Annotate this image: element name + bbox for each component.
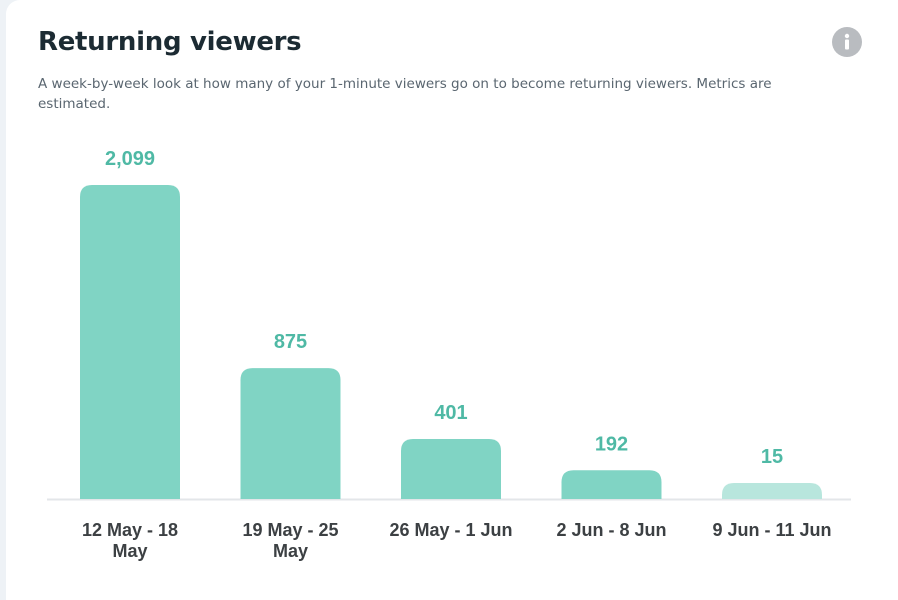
bar-2[interactable] <box>240 368 341 499</box>
category-label-3: 26 May - 1 Jun <box>389 520 512 540</box>
value-label-3: 401 <box>434 402 467 424</box>
category-label-5: 9 Jun - 11 Jun <box>712 520 831 540</box>
category-label-2: 19 May - 25 May <box>242 520 338 561</box>
card-subtitle: A week-by-week look at how many of your … <box>38 76 772 112</box>
value-label-5: 15 <box>761 446 783 468</box>
info-icon[interactable] <box>832 27 862 57</box>
bar-4[interactable] <box>561 470 662 499</box>
returning-viewers-bar-chart: 2,099 12 May - 18 May 875 19 May - 25 May 401 2… <box>47 148 851 561</box>
value-label-4: 192 <box>595 433 628 455</box>
value-label-1: 2,099 <box>105 148 155 170</box>
bar-5[interactable] <box>722 483 822 499</box>
value-label-2: 875 <box>274 331 307 353</box>
category-label-4: 2 Jun - 8 Jun <box>556 520 666 540</box>
category-label-1: 12 May - 18 May <box>82 520 178 561</box>
card-title: Returning viewers <box>38 27 302 57</box>
bar-3[interactable] <box>401 439 501 499</box>
bar-1[interactable] <box>80 185 180 499</box>
